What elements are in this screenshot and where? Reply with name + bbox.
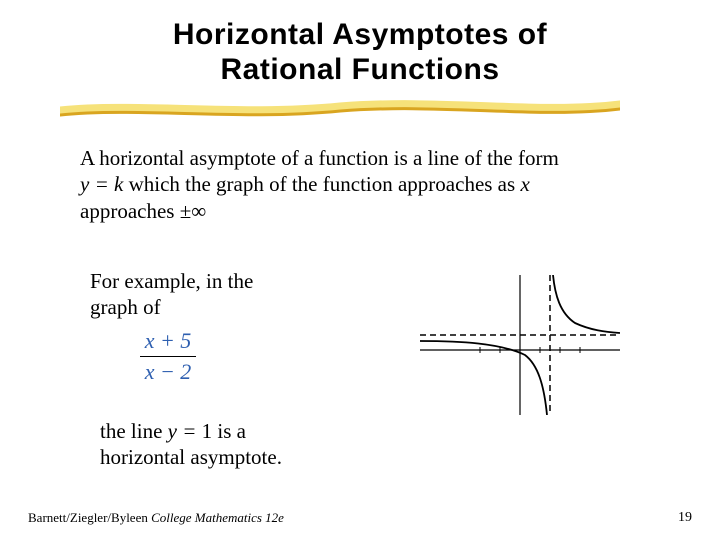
example-line2: graph of	[90, 295, 161, 319]
slide-number: 19	[678, 510, 692, 526]
title-line2: Rational Functions	[221, 53, 500, 86]
conc-p2: is a	[212, 419, 246, 443]
slide: Horizontal Asymptotes of Rational Functi…	[0, 0, 720, 540]
conc-p1: the line	[100, 419, 168, 443]
def-xvar: x	[520, 172, 529, 196]
def-p3: approaches	[80, 199, 180, 223]
title-underline	[60, 98, 620, 120]
curve-left-branch	[420, 341, 547, 415]
conclusion-text: the line y = 1 is a horizontal asymptote…	[100, 418, 330, 471]
fraction-numerator: x + 5	[140, 328, 196, 354]
def-eq: y = k	[80, 172, 123, 196]
def-p1: A horizontal asymptote of a function is …	[80, 146, 559, 170]
title-line1: Horizontal Asymptotes of	[173, 18, 547, 51]
conc-eq: y =	[168, 419, 202, 443]
example-intro: For example, in the graph of	[90, 268, 320, 321]
curve-right-branch	[553, 275, 620, 333]
fraction-bar	[140, 356, 196, 357]
footer-authors: Barnett/Ziegler/Byleen	[28, 510, 151, 525]
pm-infinity: ±∞	[180, 199, 207, 223]
example-line1: For example, in the	[90, 269, 253, 293]
def-p2: which the graph of the function approach…	[123, 172, 520, 196]
slide-title: Horizontal Asymptotes of Rational Functi…	[0, 0, 720, 87]
conc-val: 1	[202, 419, 213, 443]
conc-p3: horizontal asymptote.	[100, 445, 282, 469]
rational-expression: x + 5 x − 2	[140, 328, 196, 385]
fraction-denominator: x − 2	[140, 359, 196, 385]
footer-citation: Barnett/Ziegler/Byleen College Mathemati…	[28, 510, 284, 526]
definition-text: A horizontal asymptote of a function is …	[80, 145, 560, 224]
footer-book: College Mathematics 12e	[151, 510, 284, 525]
asymptote-graph	[420, 275, 620, 415]
